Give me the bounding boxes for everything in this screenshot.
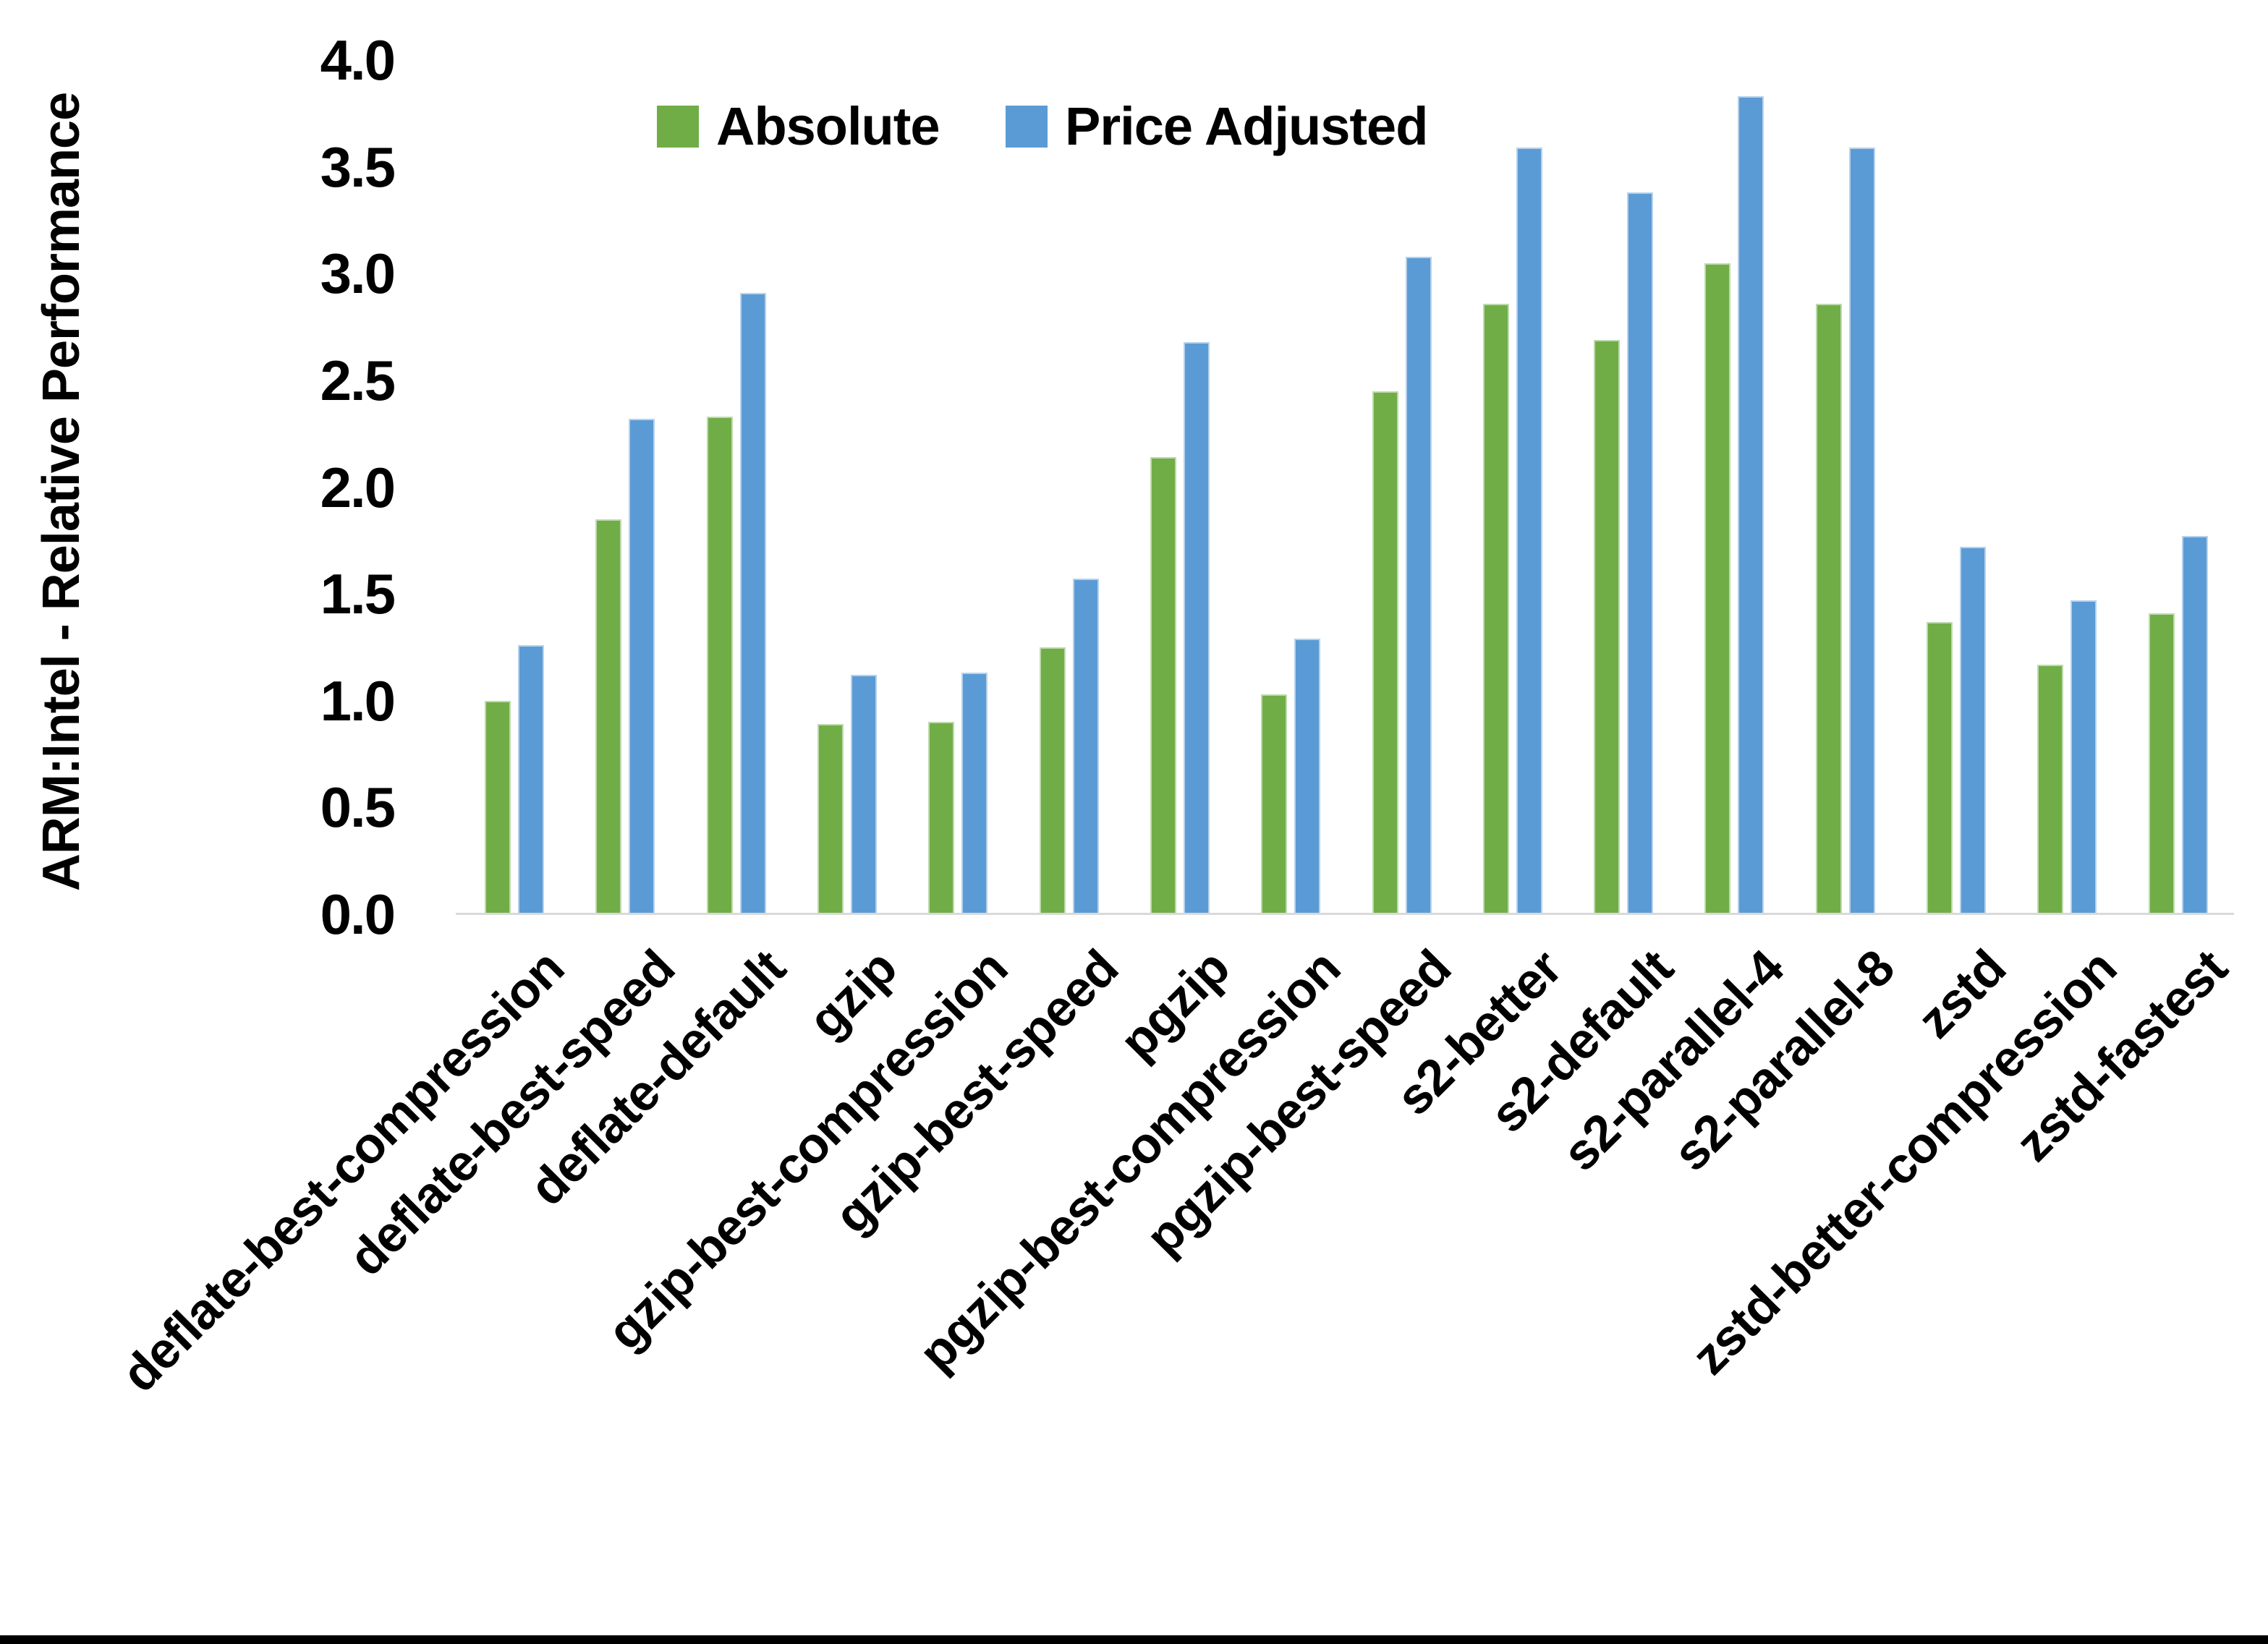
bar-price-adjusted-pgzip-best-compression [1294,639,1321,914]
legend-label-absolute: Absolute [716,96,940,156]
y-tick-label: 1.5 [320,562,396,626]
bar-absolute-zstd-better-compression [2037,664,2064,914]
bar-price-adjusted-gzip [850,675,877,914]
bar-absolute-s2-default [1594,339,1621,914]
y-tick-label: 2.5 [320,348,396,412]
y-tick-label: 3.5 [320,135,396,199]
y-tick-label: 0.5 [320,775,396,840]
bar-price-adjusted-deflate-default [739,292,766,914]
bar-group-zstd-fastest [2122,60,2233,914]
bar-group-gzip-best-compression [901,60,1012,914]
bar-absolute-pgzip [1150,457,1176,914]
bar-price-adjusted-zstd-fastest [2181,536,2208,914]
bar-absolute-s2-better [1482,303,1509,914]
bar-absolute-gzip-best-speed [1039,647,1066,914]
bar-price-adjusted-s2-parallel-8 [1848,148,1875,914]
y-tick-label: 2.0 [320,455,396,519]
bar-price-adjusted-deflate-best-speed [629,419,655,914]
bottom-border [0,1635,2268,1644]
bar-absolute-pgzip-best-speed [1372,391,1398,914]
bar-price-adjusted-s2-parallel-4 [1738,96,1764,914]
bar-absolute-deflate-best-speed [595,519,622,914]
bar-group-gzip [791,60,901,914]
bar-group-gzip-best-speed [1013,60,1124,914]
bar-absolute-gzip [817,724,844,914]
bar-price-adjusted-deflate-best-compression [518,645,544,914]
bar-group-s2-better [1456,60,1567,914]
bar-absolute-deflate-default [706,417,733,914]
bar-price-adjusted-zstd [1960,547,1987,914]
bar-absolute-pgzip-best-compression [1261,694,1288,914]
bar-absolute-s2-parallel-4 [1704,263,1731,914]
bar-group-s2-parallel-8 [1789,60,1900,914]
bar-price-adjusted-s2-default [1627,192,1654,914]
bar-price-adjusted-pgzip-best-speed [1405,256,1432,914]
bar-group-pgzip-best-compression [1234,60,1345,914]
bar-absolute-s2-parallel-8 [1815,303,1842,914]
bar-group-deflate-best-speed [569,60,679,914]
bar-group-zstd-better-compression [2010,60,2121,914]
bar-group-s2-default [1567,60,1678,914]
x-axis-line [456,913,2234,915]
y-axis-title: ARM:Intel - Relative Performance [33,92,90,892]
bar-absolute-deflate-best-compression [485,700,511,914]
plot-area [458,60,2233,914]
bar-price-adjusted-s2-better [1516,148,1542,914]
bar-group-deflate-best-compression [458,60,569,914]
bar-group-pgzip-best-speed [1346,60,1456,914]
bar-absolute-zstd-fastest [2148,613,2175,914]
y-tick-label: 4.0 [320,28,396,92]
legend-swatch-price-adjusted [1006,106,1048,148]
y-tick-label: 1.0 [320,668,396,733]
legend-swatch-absolute [657,106,699,148]
bar-group-s2-parallel-4 [1678,60,1788,914]
bar-price-adjusted-zstd-better-compression [2070,600,2097,914]
y-tick-label: 0.0 [320,882,396,946]
bar-price-adjusted-gzip-best-compression [961,673,988,914]
bar-group-zstd [1900,60,2010,914]
bar-price-adjusted-pgzip [1183,341,1210,914]
y-tick-label: 3.0 [320,242,396,306]
bar-absolute-gzip-best-compression [928,722,955,914]
bar-group-pgzip [1124,60,1234,914]
legend-label-price-adjusted: Price Adjusted [1065,96,1428,156]
bar-group-deflate-default [680,60,791,914]
bar-price-adjusted-gzip-best-speed [1072,579,1099,914]
bar-absolute-zstd [1927,621,1953,914]
